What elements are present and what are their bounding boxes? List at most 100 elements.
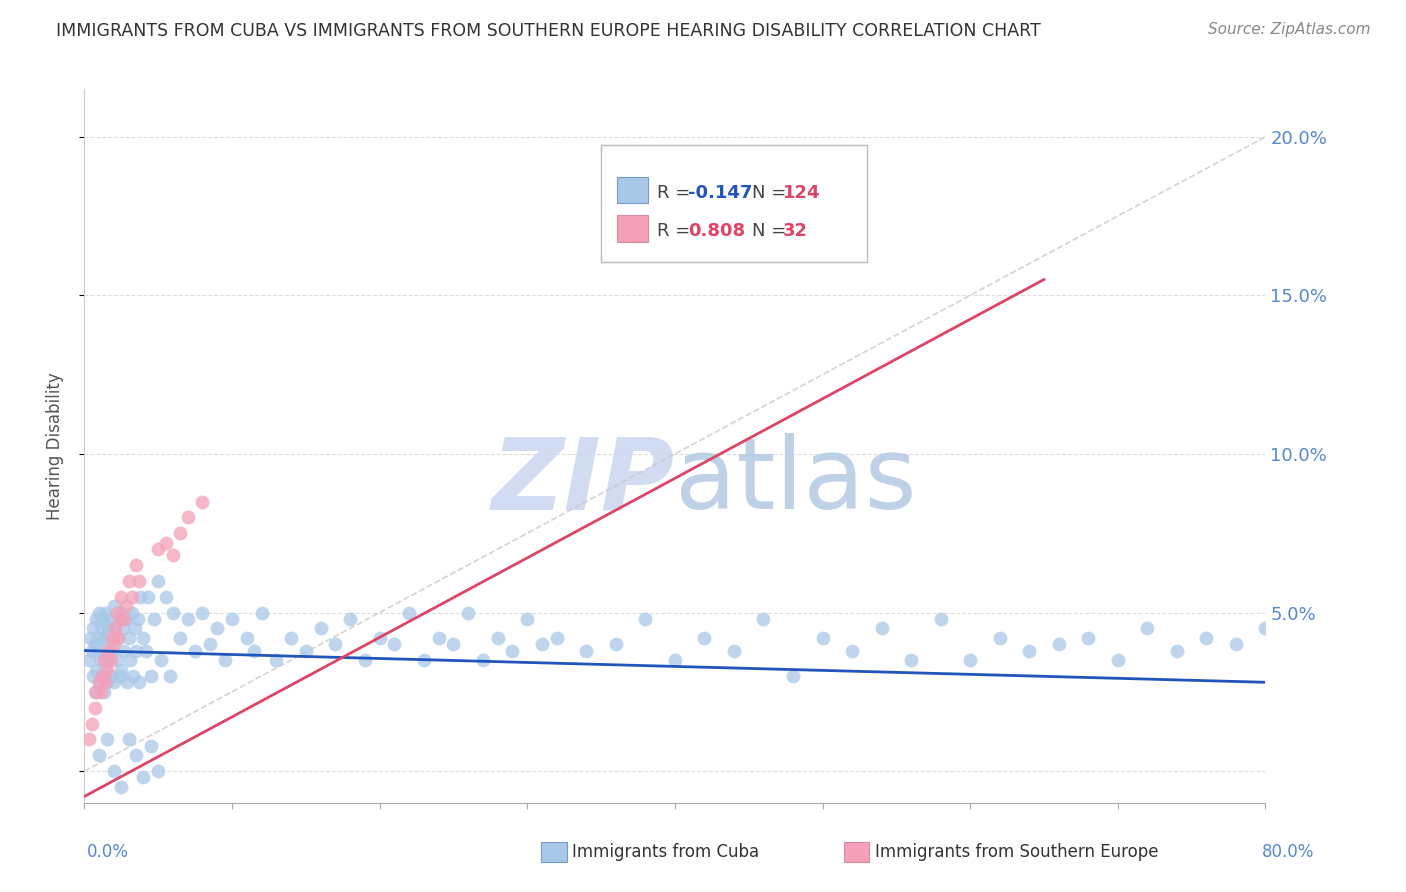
Point bbox=[634, 612, 657, 626]
Text: R =: R = bbox=[658, 222, 696, 240]
Point bbox=[89, 606, 111, 620]
Point bbox=[114, 612, 136, 626]
Point bbox=[1018, 643, 1040, 657]
Point bbox=[280, 631, 302, 645]
Point bbox=[84, 685, 107, 699]
Point bbox=[148, 542, 170, 557]
Point bbox=[128, 675, 150, 690]
Point bbox=[988, 631, 1011, 645]
Point bbox=[104, 621, 127, 635]
Point bbox=[101, 631, 124, 645]
Text: Source: ZipAtlas.com: Source: ZipAtlas.com bbox=[1208, 22, 1371, 37]
Point bbox=[841, 643, 863, 657]
Point bbox=[121, 590, 143, 604]
Text: Immigrants from Cuba: Immigrants from Cuba bbox=[572, 843, 759, 861]
Point bbox=[368, 631, 391, 645]
Point bbox=[472, 653, 495, 667]
Text: 32: 32 bbox=[783, 222, 807, 240]
Text: 124: 124 bbox=[783, 184, 820, 202]
Text: N =: N = bbox=[752, 184, 792, 202]
Point bbox=[96, 618, 118, 632]
Point bbox=[90, 621, 112, 635]
Point bbox=[108, 669, 131, 683]
Point bbox=[93, 653, 115, 667]
Point bbox=[339, 612, 361, 626]
Point bbox=[91, 669, 114, 683]
Point bbox=[142, 612, 165, 626]
Point bbox=[723, 643, 745, 657]
Point bbox=[80, 643, 103, 657]
Point bbox=[125, 558, 148, 572]
Point bbox=[104, 621, 127, 635]
Point bbox=[89, 748, 111, 763]
Point bbox=[148, 764, 170, 778]
Point bbox=[89, 675, 111, 690]
Point bbox=[90, 653, 112, 667]
Point bbox=[139, 739, 162, 753]
Text: IMMIGRANTS FROM CUBA VS IMMIGRANTS FROM SOUTHERN EUROPE HEARING DISABILITY CORRE: IMMIGRANTS FROM CUBA VS IMMIGRANTS FROM … bbox=[56, 22, 1040, 40]
Point bbox=[105, 606, 128, 620]
Text: 0.808: 0.808 bbox=[689, 222, 745, 240]
Point bbox=[94, 675, 117, 690]
Point bbox=[110, 606, 132, 620]
Point bbox=[136, 590, 159, 604]
Point bbox=[959, 653, 981, 667]
Point bbox=[354, 653, 377, 667]
Point bbox=[205, 621, 228, 635]
Point bbox=[112, 612, 135, 626]
Point bbox=[150, 653, 173, 667]
Point bbox=[82, 669, 104, 683]
Point bbox=[575, 643, 598, 657]
Point bbox=[427, 631, 450, 645]
Point bbox=[530, 637, 553, 651]
Text: ZIP: ZIP bbox=[492, 434, 675, 530]
Point bbox=[1254, 621, 1277, 635]
Point bbox=[101, 643, 124, 657]
Text: R =: R = bbox=[658, 184, 696, 202]
Point bbox=[191, 606, 214, 620]
Point bbox=[100, 653, 122, 667]
Point bbox=[107, 631, 129, 645]
Point bbox=[1195, 631, 1218, 645]
Point bbox=[155, 535, 177, 549]
Point bbox=[782, 669, 804, 683]
Point bbox=[169, 526, 191, 541]
Point bbox=[198, 637, 221, 651]
Point bbox=[89, 643, 111, 657]
Point bbox=[114, 599, 136, 614]
Point bbox=[97, 624, 120, 639]
Point bbox=[309, 621, 332, 635]
Point bbox=[82, 621, 104, 635]
Point bbox=[84, 612, 107, 626]
Point bbox=[86, 631, 108, 645]
Point bbox=[177, 612, 200, 626]
Point bbox=[264, 653, 288, 667]
Point bbox=[103, 764, 125, 778]
Point bbox=[118, 631, 141, 645]
Point bbox=[103, 599, 125, 614]
Point bbox=[162, 549, 184, 563]
Point bbox=[115, 675, 138, 690]
Point bbox=[221, 612, 243, 626]
Point bbox=[605, 637, 627, 651]
Point bbox=[103, 675, 125, 690]
Text: Immigrants from Southern Europe: Immigrants from Southern Europe bbox=[875, 843, 1159, 861]
Point bbox=[457, 606, 479, 620]
Point bbox=[664, 653, 686, 667]
Point bbox=[94, 606, 117, 620]
Point bbox=[132, 631, 155, 645]
Point bbox=[127, 612, 149, 626]
Point bbox=[184, 643, 207, 657]
Text: -0.147: -0.147 bbox=[689, 184, 752, 202]
Point bbox=[110, 590, 132, 604]
Point bbox=[441, 637, 464, 651]
Point bbox=[1047, 637, 1070, 651]
Point bbox=[111, 621, 134, 635]
Point bbox=[148, 574, 170, 588]
Point bbox=[118, 732, 141, 747]
Point bbox=[110, 780, 132, 794]
Point bbox=[169, 631, 191, 645]
Point bbox=[155, 590, 177, 604]
Text: N =: N = bbox=[752, 222, 792, 240]
Point bbox=[214, 653, 236, 667]
